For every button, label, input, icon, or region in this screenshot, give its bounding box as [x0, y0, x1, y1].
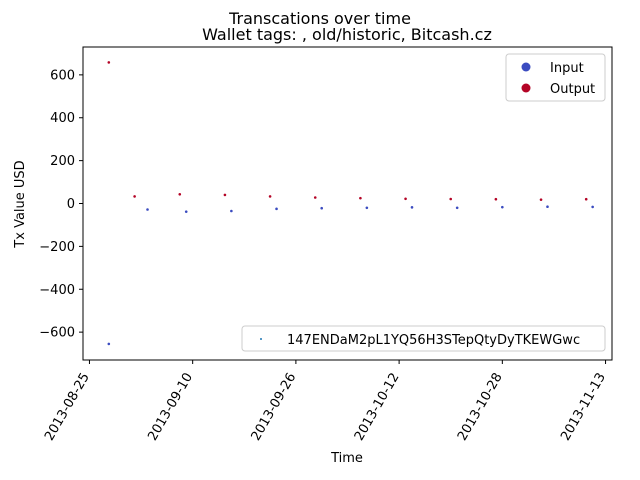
legend-input-label: Input [550, 61, 584, 76]
input-point [275, 207, 278, 211]
y-tick-label: −400 [39, 283, 75, 298]
output-point [178, 192, 182, 196]
output-point [449, 197, 453, 201]
input-point [365, 206, 369, 210]
output-point [584, 197, 588, 201]
output-point [359, 196, 362, 200]
input-point [184, 210, 188, 213]
legend-output-label: Output [550, 82, 595, 97]
data-points [107, 61, 594, 346]
y-axis: −600 −400 −200 0 200 400 600 [39, 68, 83, 341]
output-point [107, 61, 111, 64]
y-tick-label: 600 [50, 68, 75, 83]
input-point [146, 208, 149, 211]
x-axis-label: Time [330, 451, 363, 466]
input-point [591, 205, 594, 209]
output-point [539, 198, 543, 201]
y-tick-label: −200 [39, 240, 75, 255]
legend-address-box [241, 325, 606, 352]
y-axis-label: Tx Value USD [13, 160, 28, 248]
legend-series-box [505, 53, 606, 102]
chart-suptitle: Transcations over time [228, 9, 411, 28]
output-point [313, 196, 317, 199]
input-point [546, 205, 549, 209]
output-point [268, 195, 272, 198]
input-point [230, 209, 233, 213]
input-point [410, 206, 414, 209]
legend-input-marker [521, 62, 531, 72]
output-point [404, 197, 407, 201]
output-point [494, 197, 498, 201]
output-point [223, 193, 227, 197]
y-tick-label: 0 [67, 197, 75, 212]
legend-address-label: 147ENDaM2pL1YQ56H3STepQtyDyTKEWGwc [287, 333, 580, 348]
y-tick-label: −600 [39, 326, 75, 341]
chart-title: Wallet tags: , old/historic, Bitcash.cz [202, 25, 492, 44]
legend-address-marker [260, 338, 262, 340]
input-point [455, 206, 459, 210]
legend-series: Input Output [505, 53, 606, 102]
y-tick-label: 200 [50, 154, 75, 169]
legend-output-marker [521, 83, 531, 93]
input-point [107, 342, 111, 346]
legend-address: 147ENDaM2pL1YQ56H3STepQtyDyTKEWGwc [241, 325, 606, 352]
input-point [501, 205, 504, 209]
output-point [133, 195, 136, 198]
y-tick-label: 400 [50, 111, 75, 126]
input-point [320, 206, 323, 210]
